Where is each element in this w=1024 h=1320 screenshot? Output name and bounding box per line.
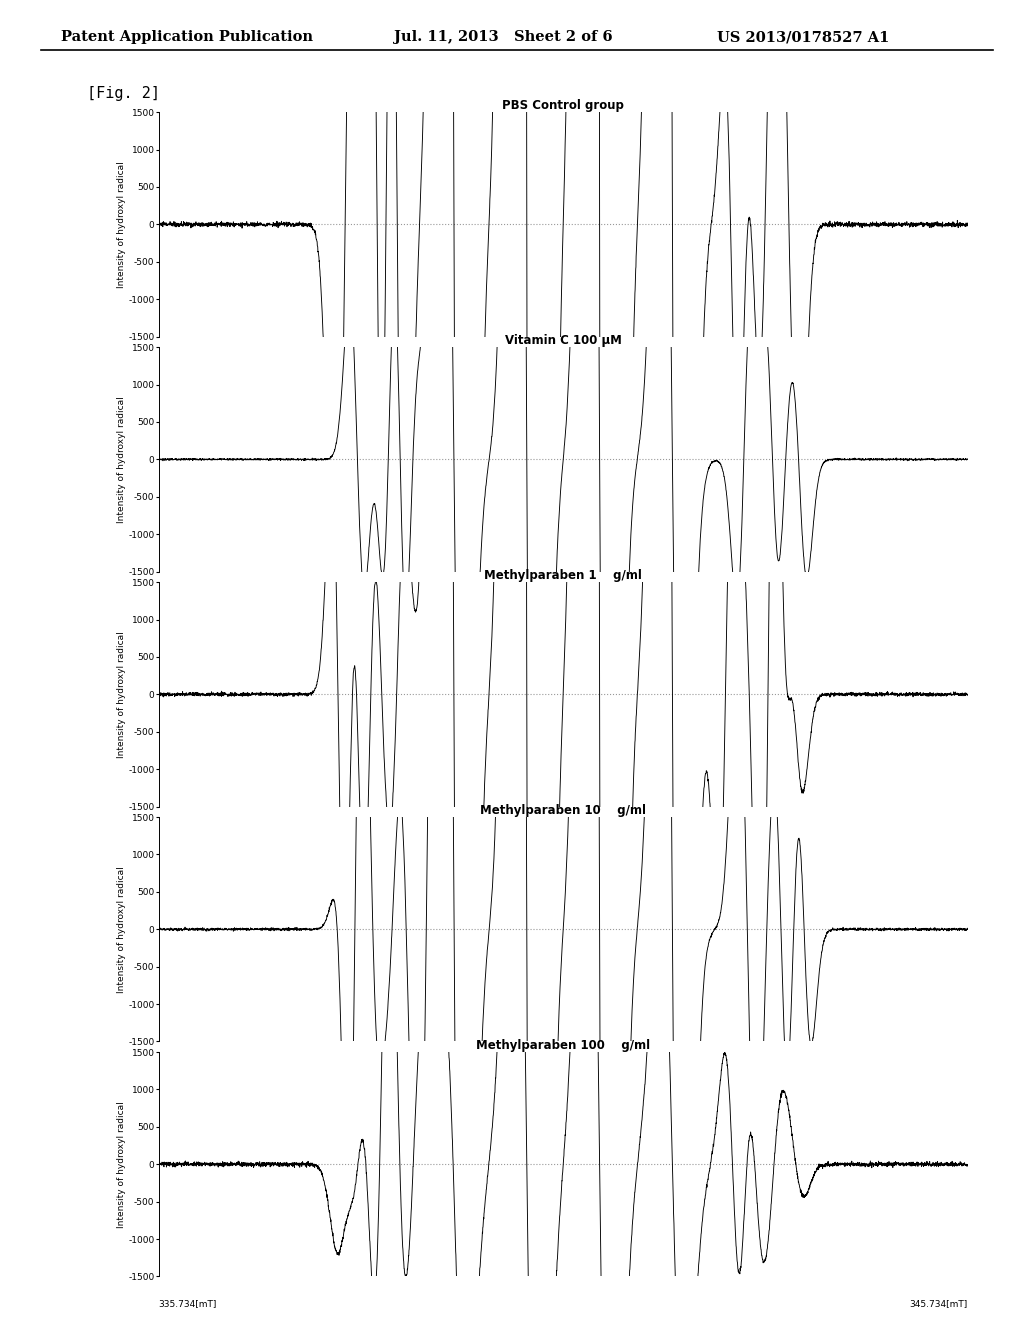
Text: Patent Application Publication: Patent Application Publication: [61, 30, 313, 45]
Text: 345.734[mT]: 345.734[mT]: [909, 829, 968, 838]
Text: 335.734[mT]: 335.734[mT]: [159, 829, 217, 838]
Text: 345.734[mT]: 345.734[mT]: [909, 1064, 968, 1073]
Text: [Fig. 2]: [Fig. 2]: [87, 86, 160, 100]
Text: 345.734[mT]: 345.734[mT]: [909, 359, 968, 368]
Text: 345.734[mT]: 345.734[mT]: [909, 594, 968, 603]
Text: US 2013/0178527 A1: US 2013/0178527 A1: [717, 30, 889, 45]
Text: 335.734[mT]: 335.734[mT]: [159, 1064, 217, 1073]
Title: Methylparaben 100    g/ml: Methylparaben 100 g/ml: [476, 1039, 650, 1052]
Text: 335.734[mT]: 335.734[mT]: [159, 594, 217, 603]
Y-axis label: Intensity of hydroxyl radical: Intensity of hydroxyl radical: [117, 866, 126, 993]
Y-axis label: Intensity of hydroxyl radical: Intensity of hydroxyl radical: [117, 631, 126, 758]
Title: Methylparaben 1    g/ml: Methylparaben 1 g/ml: [484, 569, 642, 582]
Text: 335.734[mT]: 335.734[mT]: [159, 1299, 217, 1308]
Y-axis label: Intensity of hydroxyl radical: Intensity of hydroxyl radical: [117, 1101, 126, 1228]
Title: PBS Control group: PBS Control group: [502, 99, 625, 112]
Text: 335.734[mT]: 335.734[mT]: [159, 359, 217, 368]
Title: Vitamin C 100 μM: Vitamin C 100 μM: [505, 334, 622, 347]
Title: Methylparaben 10    g/ml: Methylparaben 10 g/ml: [480, 804, 646, 817]
Text: 345.734[mT]: 345.734[mT]: [909, 1299, 968, 1308]
Y-axis label: Intensity of hydroxyl radical: Intensity of hydroxyl radical: [117, 396, 126, 523]
Text: Jul. 11, 2013   Sheet 2 of 6: Jul. 11, 2013 Sheet 2 of 6: [394, 30, 613, 45]
Y-axis label: Intensity of hydroxyl radical: Intensity of hydroxyl radical: [117, 161, 126, 288]
